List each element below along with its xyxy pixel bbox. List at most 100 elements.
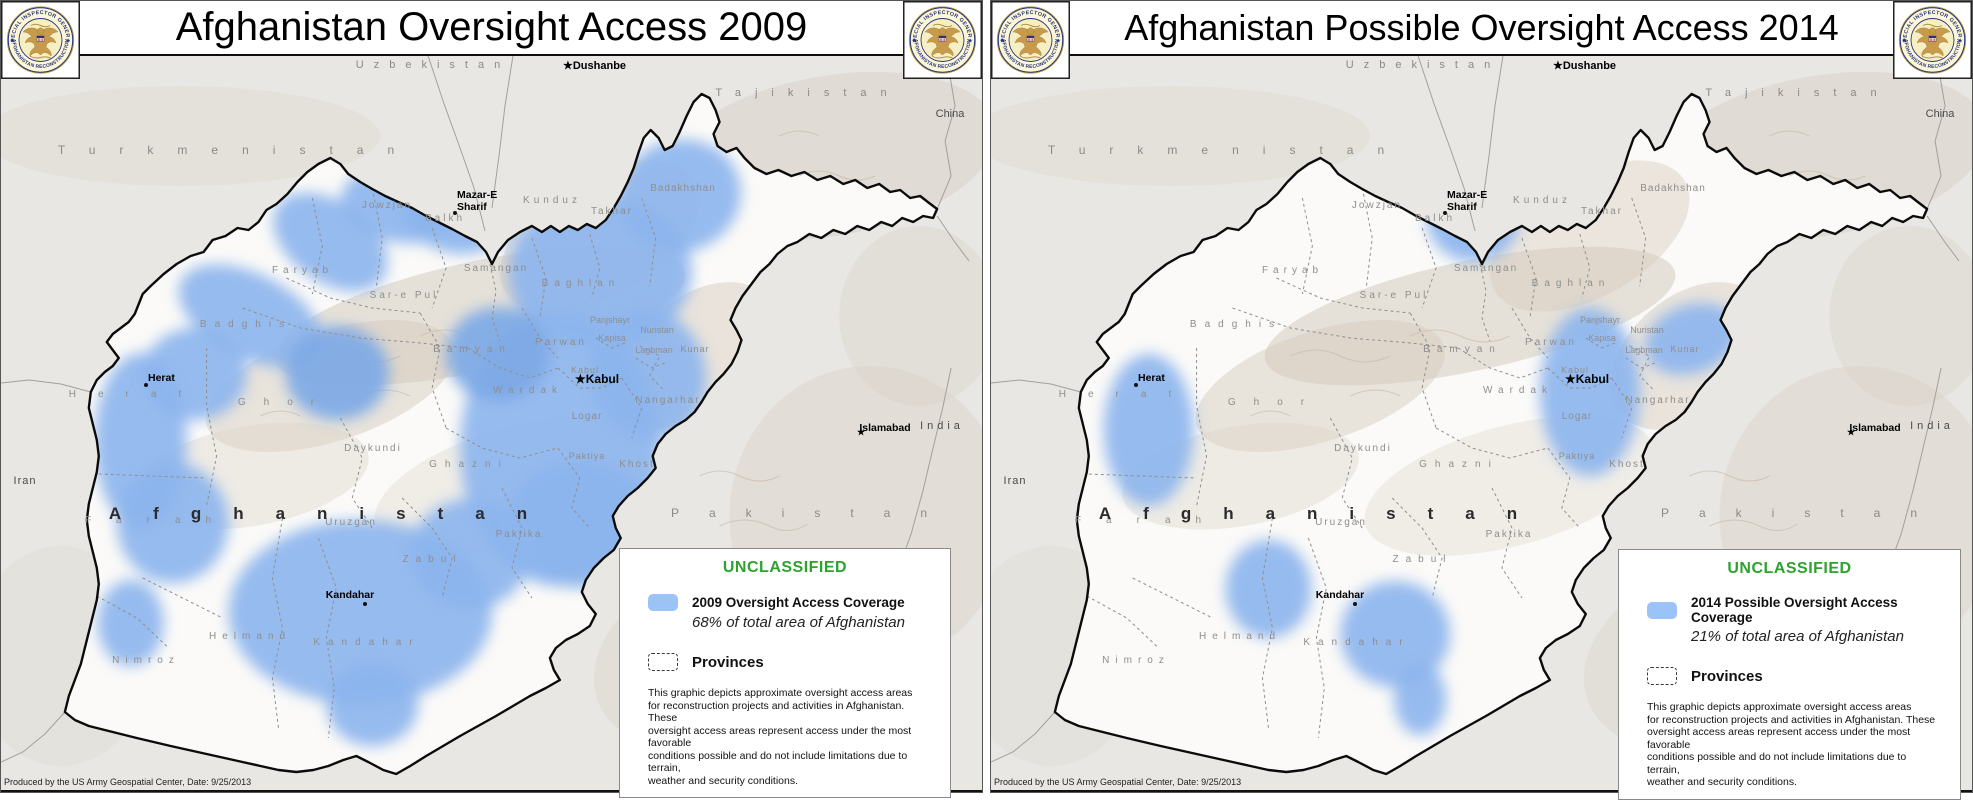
map-label-bamyan: Bamyan	[433, 344, 512, 355]
map-title: Afghanistan Oversight Access 2009	[175, 5, 808, 49]
map-label-khost: Khost	[1609, 459, 1645, 470]
map-label-panjshayr: Panjshayr	[589, 315, 631, 325]
map-label-baghlan: Baghlan	[541, 278, 621, 289]
map-label-helmand: Helmand	[1198, 631, 1282, 642]
title-bar: Afghanistan Possible Oversight Access 20…	[991, 1, 1972, 56]
legend-disclaimer: This graphic depicts approximate oversig…	[1647, 701, 1936, 788]
map-label-uzbekistan: Uzbekistan	[355, 59, 511, 71]
map-label-samangan: Samangan	[463, 263, 529, 274]
map-label-dushanbe: ★Dushanbe	[563, 60, 627, 72]
provinces-swatch	[1647, 667, 1677, 685]
map-label-zabul: Zabul	[402, 554, 463, 565]
map-label-kabul: Kabul	[570, 365, 600, 375]
map-label-parwan: Parwan	[1525, 337, 1577, 348]
map-label-wardak: Wardak	[1482, 385, 1554, 396]
map-label-laghman: Laghman	[635, 345, 673, 355]
map-labels-layer: Turkmenistan Uzbekistan Tajikistan Pakistan…	[1, 56, 982, 790]
map-label-parwan: Parwan	[535, 337, 587, 348]
map-label-china: China	[935, 108, 965, 120]
map-label-mazar-e: Mazar-E	[1447, 189, 1488, 201]
coverage-swatch	[1647, 601, 1677, 619]
map-label-tajikistan: Tajikistan	[715, 87, 901, 99]
classification-banner: UNCLASSIFIED	[1727, 560, 1852, 577]
map-label-afghanistan: Afghanistan	[1098, 504, 1550, 523]
map-label-takhar: Takhar	[1580, 206, 1624, 217]
map-label-: ★	[1846, 427, 1856, 437]
svg-text:★: ★	[10, 38, 15, 45]
map-label-ghor: Ghor	[1227, 397, 1323, 408]
legend-disclaimer: This graphic depicts approximate oversig…	[648, 687, 913, 787]
map-attribution: Produced by the US Army Geospatial Cente…	[994, 777, 1242, 787]
classification-banner: UNCLASSIFIED	[722, 559, 848, 576]
map-label-wardak: Wardak	[492, 385, 564, 396]
coverage-label: 2014 Possible Oversight Access Coverage	[1691, 595, 1898, 625]
map-label-daykundi: Daykundi	[344, 443, 402, 454]
map-label-turkmenistan: Turkmenistan	[1047, 143, 1409, 157]
map-label-tajikistan: Tajikistan	[1705, 87, 1891, 99]
map-panel-2014: Turkmenistan Uzbekistan Tajikistan Pakistan…	[989, 0, 1973, 800]
map-label-sharif: Sharif	[1447, 201, 1477, 213]
svg-text:★: ★	[1902, 38, 1907, 45]
svg-text:★: ★	[1000, 38, 1005, 45]
city-dot-marker	[1134, 383, 1138, 387]
map-label-islamabad: Islamabad	[1849, 422, 1901, 434]
city-dot-marker	[1443, 211, 1447, 215]
map-label-khost: Khost	[619, 459, 655, 470]
map-label-iran: Iran	[1003, 475, 1027, 487]
provinces-legend-row: Provinces	[648, 653, 950, 671]
map-label-kandahar: Kandahar	[1315, 589, 1365, 601]
map-label-kandahar: Kandahar	[1303, 637, 1411, 648]
map-label-pakistan: Pakistan	[670, 506, 958, 520]
map-label-kabul: ★Kabul	[1565, 372, 1610, 386]
map-label-uruzgan: Uruzgan	[325, 517, 377, 528]
city-dot-marker	[1353, 602, 1357, 606]
map-label-nangarhar: Nangarhar	[635, 395, 701, 406]
map-label-balkh: Balkh	[1414, 213, 1456, 224]
map-label-iran: Iran	[13, 475, 37, 487]
map-label-afghanistan: Afghanistan	[108, 504, 560, 523]
map-label-kunduz: Kunduz	[1513, 195, 1571, 206]
map-label-: ★	[856, 427, 866, 437]
map-label-china: China	[1925, 108, 1955, 120]
svg-text:★: ★	[1056, 38, 1061, 45]
map-label-faryab: Faryab	[271, 265, 334, 276]
map-label-uzbekistan: Uzbekistan	[1345, 59, 1501, 71]
map-label-paktiya: Paktiya	[1558, 451, 1596, 461]
coverage-percent: 21% of total area of Afghanistan	[1691, 628, 1904, 645]
map-label-herat: Herat	[68, 389, 204, 400]
map-label-bamyan: Bamyan	[1423, 344, 1502, 355]
coverage-label: 2009 Oversight Access Coverage	[692, 595, 905, 610]
map-label-kabul: Kabul	[1560, 365, 1590, 375]
provinces-swatch	[648, 653, 678, 671]
sigar-seal-icon: SPECIAL INSPECTOR GENERAL AFGHANISTAN RE…	[1891, 0, 1972, 79]
sigar-seal-icon: SPECIAL INSPECTOR GENERAL AFGHANISTAN RE…	[0, 0, 80, 79]
map-label-logar: Logar	[1561, 411, 1593, 422]
map-label-kapisa: Kapisa	[1588, 333, 1616, 343]
map-title: Afghanistan Possible Oversight Access 20…	[1124, 6, 1839, 48]
map-label-paktiya: Paktiya	[568, 451, 606, 461]
map-label-herat: Herat	[1138, 372, 1165, 384]
sigar-seal-icon: SPECIAL INSPECTOR GENERAL AFGHANISTAN RE…	[989, 0, 1070, 79]
map-label-india: India	[920, 420, 964, 432]
map-label-turkmenistan: Turkmenistan	[57, 143, 419, 157]
map-label-faryab: Faryab	[1261, 265, 1324, 276]
map-label-daykundi: Daykundi	[1334, 443, 1392, 454]
provinces-legend-row: Provinces	[1647, 667, 1960, 685]
map-label-balkh: Balkh	[424, 213, 466, 224]
map-label-nuristan: Nuristan	[640, 325, 674, 335]
map-label-badghis: Badghis	[1189, 319, 1283, 330]
map-label-logar: Logar	[571, 411, 603, 422]
title-bar: Afghanistan Oversight Access 2009	[1, 1, 982, 56]
map-label-samangan: Samangan	[1453, 263, 1519, 274]
city-dot-marker	[453, 211, 457, 215]
map-label-herat: Herat	[1058, 389, 1194, 400]
coverage-percent: 68% of total area of Afghanistan	[692, 614, 905, 631]
map-label-kandahar: Kandahar	[313, 637, 421, 648]
map-label-mazar-e: Mazar-E	[457, 189, 498, 201]
city-dot-marker	[144, 383, 148, 387]
map-label-farah: Farah	[84, 515, 237, 526]
map-label-ghor: Ghor	[237, 397, 333, 408]
map-attribution: Produced by the US Army Geospatial Cente…	[4, 777, 252, 787]
map-label-baghlan: Baghlan	[1531, 278, 1611, 289]
map-label-paktika: Paktika	[495, 529, 543, 540]
